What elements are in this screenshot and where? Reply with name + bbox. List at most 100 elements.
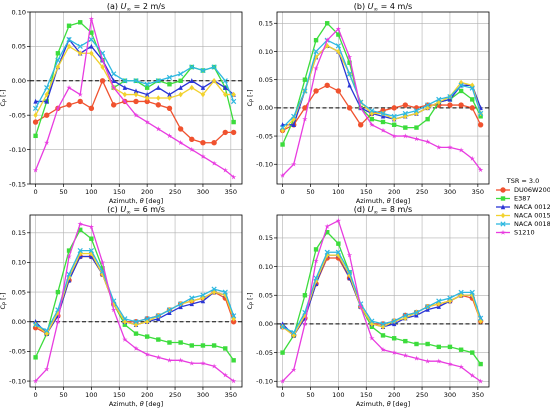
data-point-naca-0018 (44, 85, 50, 91)
data-point-s1210 (436, 358, 442, 364)
data-point-du06w200 (447, 102, 453, 108)
data-point-naca-0018 (346, 71, 353, 77)
data-point-s1210 (155, 126, 161, 132)
data-point-s1210 (230, 378, 237, 384)
legend-label: NACA 0012 (514, 203, 550, 211)
data-point-naca-0018 (166, 74, 173, 80)
data-point-e387 (55, 289, 61, 295)
data-point-naca-0018 (324, 249, 330, 255)
data-point-du06w200 (189, 136, 195, 142)
data-point-du06w200 (177, 126, 184, 132)
data-point-s1210 (189, 146, 195, 152)
data-point-s1210 (291, 161, 297, 167)
data-point-du06w200 (402, 102, 409, 108)
data-point-naca-0012 (189, 78, 194, 83)
plot-area (30, 12, 242, 184)
data-point-e387 (66, 248, 72, 253)
data-point-s1210 (313, 258, 319, 264)
plot-frame (276, 11, 490, 185)
data-point-naca-0015 (78, 250, 83, 257)
data-point-s1210 (424, 138, 431, 144)
data-point-s1210 (369, 121, 375, 128)
data-point-e387 (189, 343, 194, 348)
data-point-e387 (436, 344, 441, 350)
legend-marker (500, 204, 506, 210)
data-point-e387 (280, 142, 285, 147)
y-tick-label: -0.05 (9, 112, 26, 120)
data-point-s1210 (133, 345, 139, 351)
data-point-naca-0015 (89, 250, 94, 257)
data-point-s1210 (99, 57, 106, 63)
plot-frame (29, 11, 243, 185)
data-point-e387 (144, 334, 150, 339)
x-tick-label: 150 (360, 391, 372, 399)
data-point-s1210 (447, 361, 453, 367)
data-point-s1210 (447, 144, 453, 150)
y-axis-label: CP [-] (246, 292, 256, 309)
data-point-s1210 (335, 217, 342, 223)
y-tick-label: 0.10 (259, 263, 273, 271)
y-tick-label: 0.15 (259, 20, 273, 28)
data-point-s1210 (302, 321, 308, 327)
data-point-du06w200 (335, 88, 342, 94)
data-point-e387 (223, 346, 228, 351)
data-point-naca-0018 (122, 78, 128, 84)
y-tick-label: 0.10 (12, 8, 26, 16)
legend-marker (500, 212, 506, 219)
y-tick-label: 0.05 (12, 43, 26, 51)
data-point-e387 (391, 336, 397, 341)
legend-item-du06w200: DU06W200 (496, 186, 550, 194)
x-tick-label: 350 (472, 391, 484, 399)
data-point-naca-0018 (402, 110, 408, 117)
data-point-s1210 (200, 153, 206, 159)
x-tick-label: 200 (141, 188, 153, 196)
x-tick-label: 0 (281, 391, 285, 399)
data-point-naca-0018 (77, 247, 83, 254)
data-point-s1210 (380, 127, 386, 133)
data-point-du06w200 (88, 105, 95, 112)
data-point-naca-0012 (133, 88, 139, 94)
data-point-e387 (156, 337, 161, 342)
data-point-naca-0012 (347, 82, 352, 88)
x-tick-label: 300 (444, 188, 456, 196)
data-point-s1210 (358, 303, 364, 309)
plot-area (30, 215, 242, 387)
data-point-naca-0018 (413, 108, 420, 114)
panel-title: (b) U∞ = 4 m/s (354, 2, 412, 13)
x-tick-label: 100 (85, 188, 97, 196)
data-point-naca-0015 (133, 321, 139, 328)
chart-panel-b: 0 50 100 150 200 250 300 350 -0.10 -0.05 0.00 0.05 0… (246, 2, 490, 205)
data-point-e387 (55, 51, 61, 56)
data-point-s1210 (222, 167, 228, 173)
data-point-e387 (478, 361, 483, 367)
data-point-s1210 (66, 84, 72, 90)
data-point-naca-0018 (335, 43, 341, 49)
data-point-naca-0018 (279, 124, 286, 131)
data-point-s1210 (458, 364, 464, 370)
data-point-e387 (336, 241, 341, 246)
x-tick-label: 200 (141, 391, 153, 399)
data-point-s1210 (477, 167, 484, 173)
y-tick-label: 0.10 (12, 259, 26, 267)
data-point-s1210 (200, 360, 206, 366)
data-point-e387 (403, 338, 408, 344)
data-point-du06w200 (77, 98, 83, 105)
y-tick-label: 0.00 (259, 320, 273, 328)
data-point-naca-0015 (211, 289, 217, 295)
legend-marker (500, 229, 506, 235)
data-point-s1210 (77, 221, 83, 227)
data-point-naca-0018 (32, 105, 39, 111)
data-point-e387 (200, 343, 206, 348)
data-point-s1210 (99, 259, 106, 265)
x-tick-label: 150 (360, 188, 372, 196)
x-tick-label: 250 (416, 391, 428, 399)
y-tick-label: 0.00 (12, 77, 26, 85)
data-point-s1210 (66, 253, 72, 259)
data-point-e387 (167, 340, 172, 345)
data-point-e387 (458, 347, 464, 352)
chart-panel-d: 0 50 100 150 200 250 300 350 -0.10 -0.05 0.00 0.05 0… (246, 205, 490, 408)
data-point-s1210 (144, 119, 150, 125)
data-point-s1210 (358, 105, 364, 111)
data-point-s1210 (230, 174, 237, 180)
